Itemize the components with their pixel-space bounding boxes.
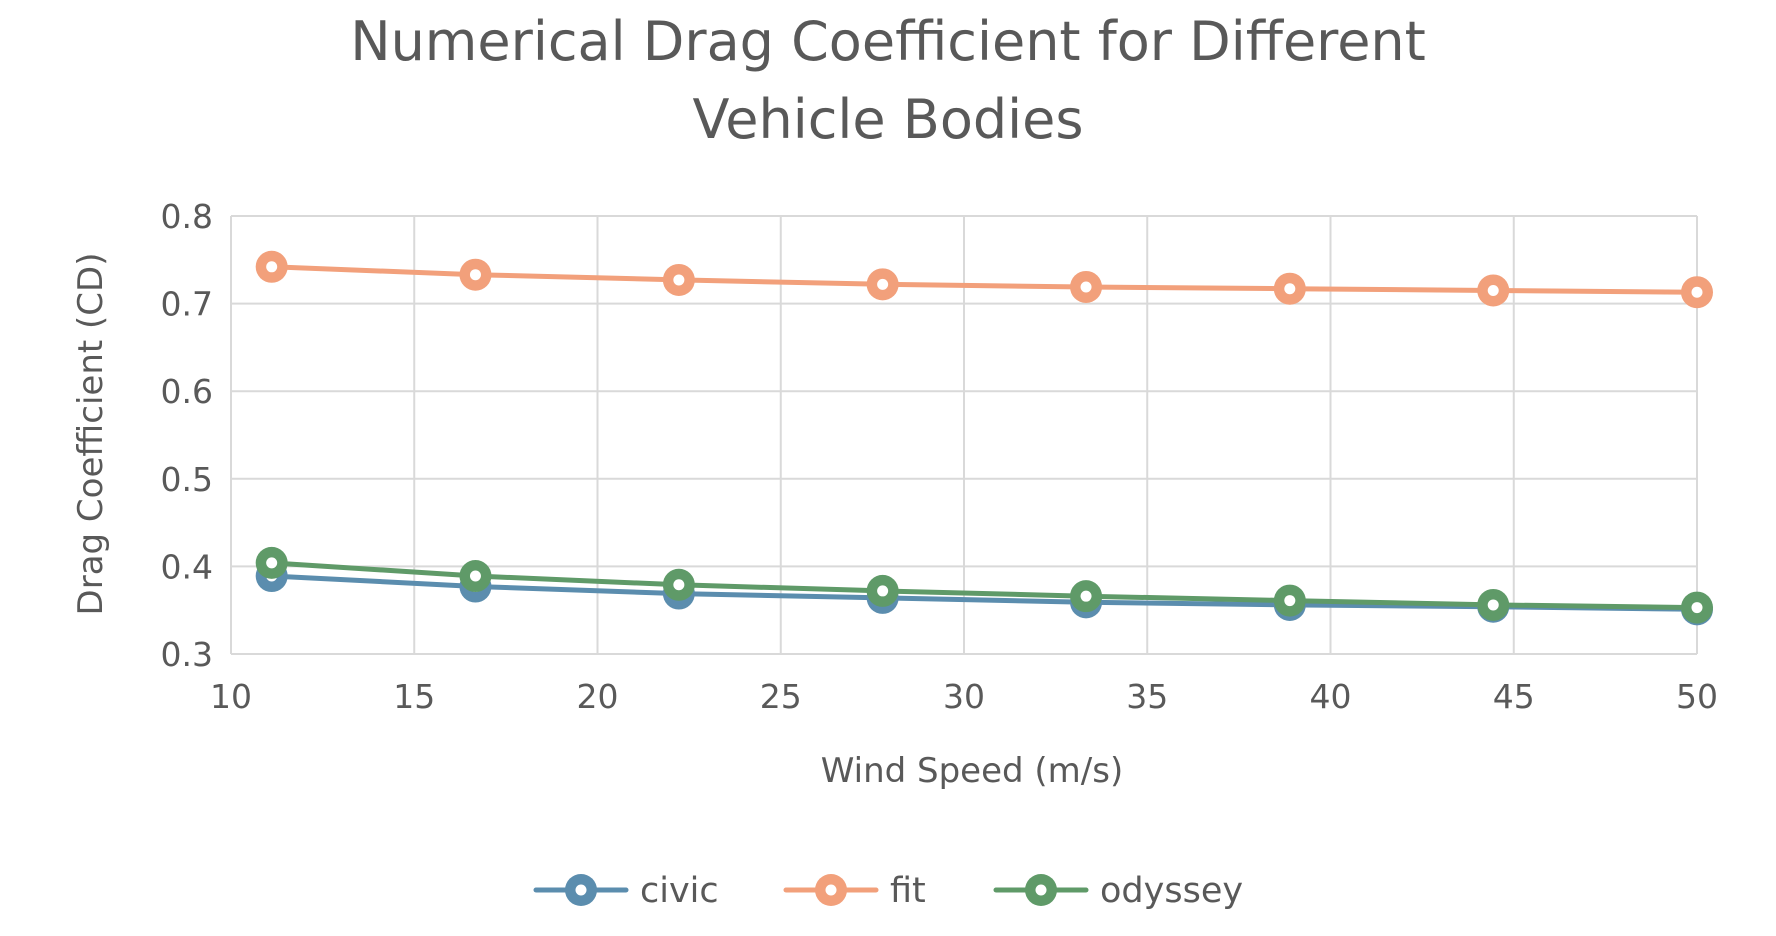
series-markers — [255, 250, 1713, 626]
point-odyssey — [1070, 580, 1103, 613]
point-marker-center — [469, 269, 481, 281]
point-marker-center — [1487, 599, 1499, 611]
legend: civic fit odyssey — [533, 871, 1243, 911]
point-marker-center — [1284, 595, 1296, 607]
y-axis-title: Drag Coefficient (CD) — [71, 253, 111, 616]
y-axis-ticks: 0.3 0.4 0.5 0.6 0.7 0.8 — [161, 197, 213, 674]
point-marker-center — [1080, 590, 1092, 602]
legend-marker-center — [1035, 884, 1047, 896]
point-marker-center — [877, 585, 889, 597]
legend-label-civic: civic — [640, 871, 719, 911]
x-axis-title: Wind Speed (m/s) — [821, 751, 1123, 791]
point-marker-center — [266, 557, 278, 569]
x-tick-label: 45 — [1493, 677, 1535, 716]
x-tick-label: 25 — [760, 677, 802, 716]
x-tick-label: 15 — [393, 677, 435, 716]
x-tick-label: 35 — [1126, 677, 1168, 716]
point-odyssey — [1273, 584, 1306, 617]
series-lines — [269, 264, 1700, 612]
legend-label-odyssey: odyssey — [1100, 871, 1243, 911]
point-fit — [1273, 272, 1306, 305]
legend-item-civic: civic — [533, 871, 719, 911]
point-odyssey — [866, 574, 899, 607]
legend-marker-center — [575, 884, 587, 896]
point-fit — [1070, 270, 1103, 303]
series-line-odyssey — [269, 560, 1700, 611]
x-axis-ticks: 10 15 20 25 30 35 40 45 50 — [210, 677, 1718, 716]
chart-title-line-1: Numerical Drag Coefficient for Different — [350, 10, 1426, 73]
legend-item-odyssey: odyssey — [993, 871, 1243, 911]
y-tick-label: 0.5 — [161, 460, 213, 499]
point-fit — [662, 263, 695, 296]
point-fit — [866, 268, 899, 301]
point-odyssey — [1477, 588, 1510, 621]
point-marker-center — [1284, 283, 1296, 295]
point-marker-center — [673, 274, 685, 286]
point-fit — [255, 250, 288, 283]
y-tick-label: 0.3 — [161, 635, 213, 674]
y-tick-label: 0.7 — [161, 285, 213, 324]
point-fit — [1681, 276, 1713, 309]
point-marker-center — [1691, 602, 1703, 614]
point-odyssey — [1681, 591, 1713, 624]
point-odyssey — [662, 568, 695, 601]
series-line-fit — [269, 264, 1700, 295]
point-fit — [459, 258, 492, 291]
legend-label-fit: fit — [890, 871, 926, 911]
y-tick-label: 0.8 — [161, 197, 213, 236]
point-odyssey — [255, 546, 288, 579]
x-tick-label: 40 — [1310, 677, 1352, 716]
point-marker-center — [1691, 286, 1703, 298]
legend-marker-center — [825, 884, 837, 896]
point-marker-center — [469, 570, 481, 582]
x-tick-label: 30 — [943, 677, 985, 716]
point-marker-center — [1487, 284, 1499, 296]
x-tick-label: 20 — [577, 677, 619, 716]
point-marker-center — [1080, 281, 1092, 293]
chart-title-line-2: Vehicle Bodies — [693, 88, 1084, 151]
y-tick-label: 0.6 — [161, 372, 213, 411]
point-marker-center — [266, 261, 278, 273]
point-odyssey — [459, 560, 492, 593]
x-tick-label: 10 — [210, 677, 252, 716]
grid-lines — [230, 215, 1698, 655]
x-tick-label: 50 — [1676, 677, 1718, 716]
y-tick-label: 0.4 — [161, 547, 213, 586]
point-marker-center — [877, 278, 889, 290]
point-marker-center — [673, 579, 685, 591]
legend-item-fit: fit — [783, 871, 926, 911]
point-fit — [1477, 274, 1510, 307]
